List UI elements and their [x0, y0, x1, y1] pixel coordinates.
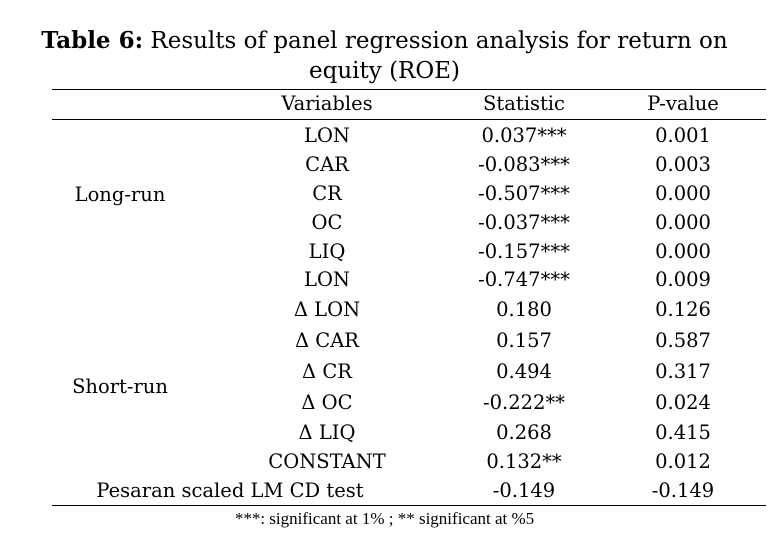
row-pvalue: 0.126 — [655, 298, 711, 321]
row-variable: OC — [311, 211, 343, 234]
row-variable: Δ LON — [293, 298, 361, 321]
row-pvalue: 0.012 — [655, 450, 711, 473]
row-variable: CAR — [305, 153, 349, 176]
row-variable: Δ LIQ — [298, 421, 356, 444]
header-pvalue: P-value — [647, 92, 719, 115]
row-variable: LON — [304, 268, 350, 291]
row-statistic: 0.268 — [496, 421, 552, 444]
row-pvalue: 0.024 — [655, 391, 711, 414]
row-variable: Δ CR — [302, 360, 352, 383]
row-statistic: -0.157*** — [478, 240, 570, 263]
row-pvalue: 0.317 — [655, 360, 711, 383]
table-number: Table 6: — [41, 27, 144, 54]
row-variable: CONSTANT — [268, 450, 386, 473]
row-pvalue: 0.000 — [655, 182, 711, 205]
row-pvalue: 0.415 — [655, 421, 711, 444]
row-pvalue: 0.003 — [655, 153, 711, 176]
pesaran-label: Pesaran scaled LM CD test — [96, 479, 364, 502]
row-pvalue: 0.587 — [655, 329, 711, 352]
row-statistic: -0.222** — [483, 391, 565, 414]
top-rule — [52, 89, 766, 90]
bottom-rule — [52, 505, 766, 506]
row-pvalue: 0.000 — [655, 240, 711, 263]
group-long-run: Long-run — [74, 183, 166, 206]
group-short-run: Short-run — [72, 375, 168, 398]
row-pvalue: 0.009 — [655, 268, 711, 291]
row-statistic: -0.507*** — [478, 182, 570, 205]
row-statistic: 0.180 — [496, 298, 552, 321]
row-statistic: 0.132** — [486, 450, 562, 473]
row-variable: LON — [304, 124, 350, 147]
row-statistic: -0.083*** — [478, 153, 570, 176]
row-statistic: 0.494 — [496, 360, 552, 383]
row-pvalue: 0.001 — [655, 124, 711, 147]
row-statistic: -0.747*** — [478, 268, 570, 291]
header-variables: Variables — [281, 92, 373, 115]
row-variable: Δ OC — [301, 391, 353, 414]
table-title: Table 6: Results of panel regression ana… — [0, 26, 769, 86]
row-variable: Δ CAR — [295, 329, 359, 352]
row-pvalue: 0.000 — [655, 211, 711, 234]
row-statistic: -0.037*** — [478, 211, 570, 234]
table-caption: Results of panel regression analysis for… — [143, 28, 728, 54]
row-variable: CR — [312, 182, 342, 205]
row-statistic: 0.037*** — [481, 124, 567, 147]
row-statistic: -0.149 — [492, 479, 556, 502]
header-statistic: Statistic — [483, 92, 565, 115]
footnote: ***: significant at 1% ; ** significant … — [234, 509, 535, 528]
table-caption-line2: equity (ROE) — [309, 58, 460, 84]
row-pvalue: -0.149 — [651, 479, 715, 502]
header-rule — [52, 119, 766, 120]
row-variable: LIQ — [308, 240, 346, 263]
row-statistic: 0.157 — [496, 329, 552, 352]
